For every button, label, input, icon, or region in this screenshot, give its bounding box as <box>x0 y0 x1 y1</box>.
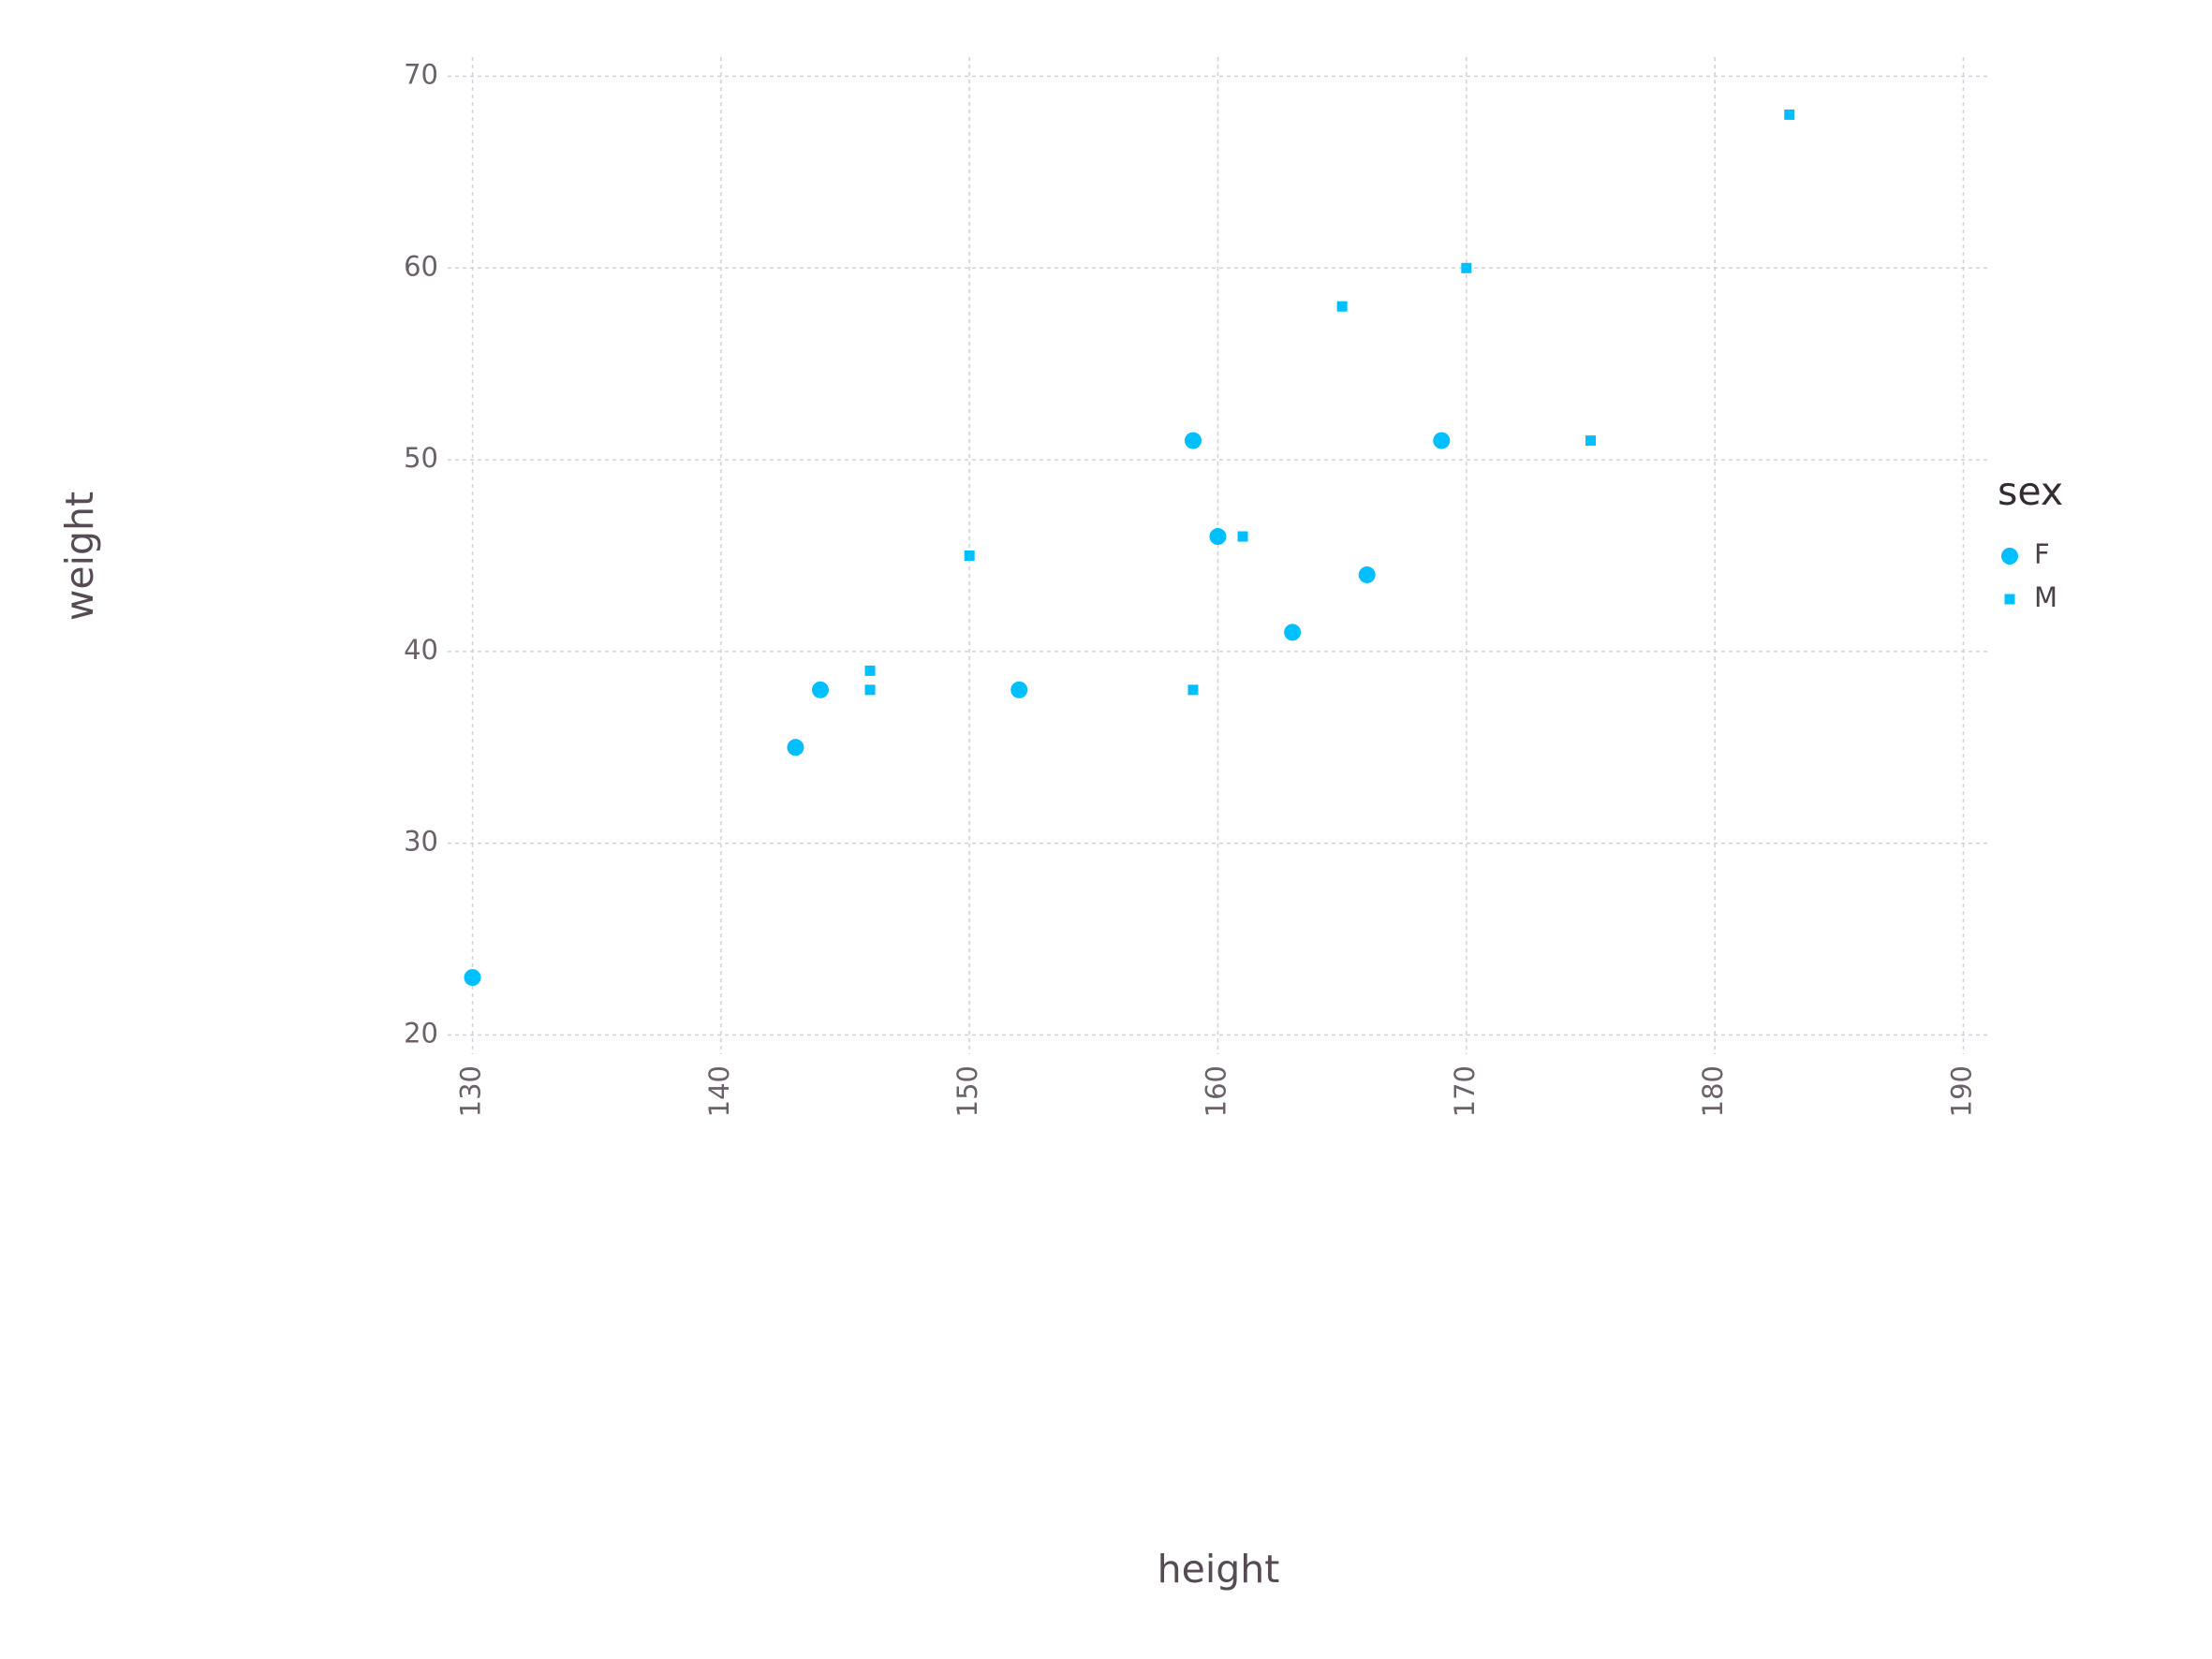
y-tick-label: 70 <box>404 58 438 90</box>
point <box>1209 528 1227 546</box>
point <box>1336 301 1348 312</box>
y-tick-label: 20 <box>404 1018 438 1050</box>
point <box>787 739 804 756</box>
point <box>1585 435 1596 447</box>
x-tick-label: 130 <box>455 1065 487 1117</box>
point <box>864 684 876 696</box>
point <box>1187 684 1199 696</box>
y-tick-label: 30 <box>404 826 438 858</box>
x-tick-label: 170 <box>1449 1065 1481 1117</box>
point <box>1237 531 1248 542</box>
x-tick-label: 180 <box>1697 1065 1729 1117</box>
point <box>964 551 975 561</box>
legend-entry: M <box>2034 581 2057 613</box>
point <box>1358 565 1376 583</box>
legend-marker <box>2004 594 2015 605</box>
y-tick-label: 40 <box>404 634 438 666</box>
x-tick-label: 160 <box>1201 1065 1232 1117</box>
point <box>864 665 876 676</box>
point <box>1461 262 1472 273</box>
point <box>1433 432 1451 449</box>
y-tick-label: 50 <box>404 442 438 474</box>
point <box>1784 109 1795 120</box>
x-tick-label: 190 <box>1945 1065 1977 1117</box>
x-tick-label: 150 <box>951 1065 983 1117</box>
y-tick-label: 60 <box>404 250 438 282</box>
legend-entry: F <box>2034 538 2050 570</box>
x-axis-label: height <box>1158 1547 1280 1592</box>
point <box>811 681 829 698</box>
point <box>1184 432 1202 449</box>
y-axis-label: weight <box>57 492 102 621</box>
x-tick-label: 140 <box>703 1065 735 1117</box>
point <box>464 969 481 987</box>
point <box>1284 624 1302 641</box>
legend-title: sex <box>1998 469 2063 514</box>
point <box>1010 681 1028 698</box>
legend-marker <box>2001 548 2018 565</box>
